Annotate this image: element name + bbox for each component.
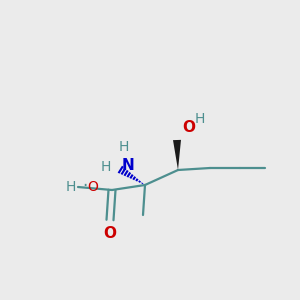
Text: H: H [100, 160, 111, 174]
Text: O: O [87, 180, 98, 194]
Text: H: H [66, 180, 76, 194]
Text: H: H [195, 112, 206, 126]
Text: O: O [182, 120, 195, 135]
Text: O: O [103, 226, 116, 241]
Text: ·: · [82, 177, 87, 195]
Text: H: H [119, 140, 129, 154]
Polygon shape [173, 140, 181, 170]
Text: N: N [122, 158, 135, 173]
